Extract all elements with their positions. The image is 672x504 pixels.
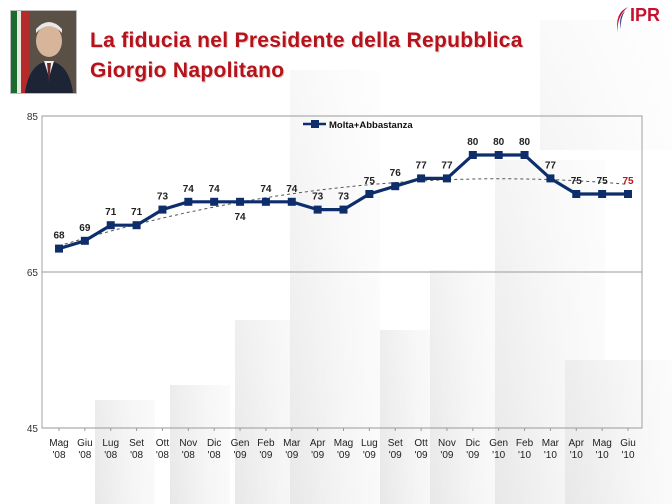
portrait-image [11, 11, 76, 93]
x-tick-label: Apr '10 [568, 438, 584, 461]
data-label: 77 [545, 160, 557, 171]
data-label: 80 [519, 137, 531, 148]
data-label: 80 [493, 137, 505, 148]
data-label: 74 [286, 184, 298, 195]
y-tick-label: 65 [27, 268, 39, 279]
data-label: 74 [183, 184, 195, 195]
data-point [417, 174, 426, 183]
data-point [365, 190, 374, 198]
data-label: 71 [105, 207, 117, 218]
data-label: 75 [364, 176, 376, 187]
x-tick-label: Mar '09 [283, 438, 301, 461]
x-tick-label: Giu '10 [620, 438, 636, 461]
x-tick-label: Set '08 [129, 438, 144, 461]
x-tick-label: Feb '10 [516, 438, 534, 461]
data-label: 71 [131, 207, 143, 218]
data-point [132, 221, 141, 230]
data-point [546, 174, 555, 183]
x-tick-label: Gen '10 [489, 438, 508, 461]
data-label: 73 [338, 192, 350, 203]
data-label: 77 [441, 160, 453, 171]
data-point [106, 221, 115, 230]
trendline [58, 178, 629, 247]
x-tick-label: Ott '09 [414, 438, 428, 461]
data-point [261, 197, 270, 206]
data-label: 68 [53, 231, 65, 242]
logo-text: IPR [630, 5, 661, 25]
legend-marker [311, 120, 319, 128]
x-tick-label: Set '09 [388, 438, 403, 461]
data-label: 77 [416, 160, 428, 171]
x-tick-label: Mag '09 [334, 438, 353, 461]
data-point [494, 151, 503, 159]
data-label: 75 [597, 176, 609, 187]
data-point [210, 197, 219, 206]
x-tick-label: Apr '09 [310, 438, 326, 461]
data-point [624, 190, 632, 198]
data-point [184, 197, 193, 206]
x-tick-label: Mar '10 [542, 438, 560, 461]
x-tick-label: Nov '08 [179, 438, 197, 461]
x-tick-label: Feb '09 [257, 438, 275, 461]
president-portrait [10, 10, 77, 94]
x-tick-label: Dic '09 [466, 438, 480, 461]
data-point [158, 205, 167, 214]
data-label: 75 [622, 176, 634, 187]
data-point [598, 190, 607, 198]
title-line-2: Giorgio Napolitano [90, 59, 285, 82]
data-label: 75 [571, 176, 583, 187]
data-point [442, 174, 451, 183]
x-tick-label: Mag '10 [592, 438, 611, 461]
data-label: 69 [79, 223, 91, 234]
ipr-logo: IPR [612, 4, 668, 36]
title-line-1: La fiducia nel Presidente della Repubbli… [90, 29, 523, 52]
data-label: 73 [312, 192, 324, 203]
data-point [313, 205, 322, 214]
data-point [468, 151, 477, 159]
x-tick-label: Dic '08 [207, 438, 221, 461]
x-tick-label: Lug '08 [102, 438, 119, 461]
data-label: 76 [390, 168, 402, 179]
data-label: 74 [234, 212, 246, 223]
data-label: 74 [260, 184, 272, 195]
y-tick-label: 45 [27, 424, 39, 435]
page-title: La fiducia nel Presidente della Repubbli… [90, 26, 523, 86]
x-tick-label: Ott '08 [156, 438, 170, 461]
logo-swoosh-icon [617, 7, 628, 33]
x-tick-label: Gen '09 [231, 438, 250, 461]
x-tick-label: Mag '08 [49, 438, 68, 461]
data-point [80, 236, 89, 245]
x-tick-label: Giu '08 [77, 438, 93, 461]
x-tick-label: Nov '09 [438, 438, 456, 461]
data-point [339, 205, 348, 214]
legend: Molta+Abbastanza [303, 120, 413, 131]
data-label: 74 [209, 184, 221, 195]
y-tick-label: 85 [27, 112, 39, 123]
x-tick-label: Lug '09 [361, 438, 378, 461]
legend-label: Molta+Abbastanza [329, 120, 413, 131]
data-point [572, 190, 581, 198]
data-point [236, 197, 245, 206]
data-point [55, 244, 63, 253]
data-point [391, 182, 400, 191]
data-label: 73 [157, 192, 169, 203]
data-point [287, 197, 296, 206]
data-point [520, 151, 529, 159]
data-label: 80 [467, 137, 479, 148]
